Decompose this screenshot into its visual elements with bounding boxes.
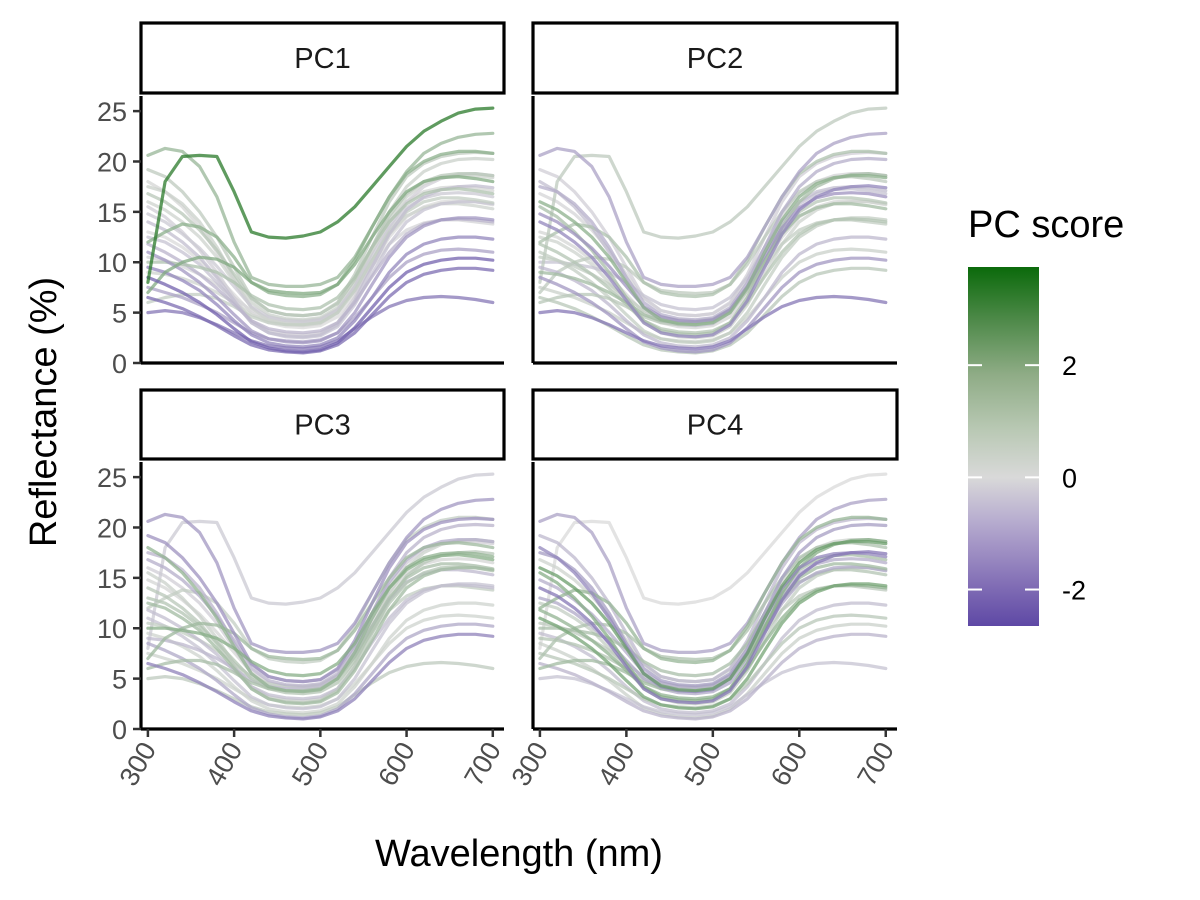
spectrum-line	[538, 191, 888, 324]
y-tick-label: 20	[97, 513, 127, 543]
spectrum-line	[538, 106, 888, 284]
spectrum-line	[146, 522, 495, 688]
y-tick-label: 0	[112, 715, 127, 745]
spectrum-line	[538, 472, 888, 650]
y-tick-label: 5	[112, 299, 127, 329]
y-axis-title: Reflectance (%)	[23, 277, 65, 547]
facet-strip-label: PC2	[687, 43, 743, 75]
legend-ticks: -2 0 2	[968, 351, 1086, 606]
spectrum-line	[538, 516, 888, 684]
spectrum-line	[538, 150, 888, 318]
spectrum-line	[146, 546, 495, 694]
spectrum-line	[146, 256, 495, 354]
spectrum-line	[146, 131, 495, 288]
panels-layer: PC1 0 5 10 15 20 25 PC2 PC3 0 5 10 15 20 25 300 400 500 60…	[97, 21, 900, 791]
panel-pc3: PC3 0 5 10 15 20 25 300 400 500 600 700	[97, 388, 507, 791]
spectrum-line	[538, 217, 888, 335]
spectrum-line	[146, 175, 495, 296]
y-tick-label: 5	[112, 665, 127, 695]
panel-pc2: PC2	[531, 21, 899, 365]
x-tick-label: 300	[506, 737, 555, 791]
spectrum-line	[538, 515, 888, 665]
y-tick-label: 25	[97, 97, 127, 127]
spectrum-line	[146, 541, 495, 662]
spectrum-line	[146, 106, 495, 284]
x-tick-label: 500	[286, 737, 335, 791]
facet-strip-label: PC3	[294, 410, 350, 442]
x-tick-label: 600	[765, 737, 814, 791]
facet-strip	[531, 388, 899, 461]
spectrum-line	[538, 174, 888, 327]
spectrum-line	[146, 583, 495, 701]
x-tick-label: 500	[678, 737, 727, 791]
x-tick-label: 400	[200, 737, 249, 791]
x-axis-title: Wavelength (nm)	[375, 833, 663, 875]
y-tick-label: 15	[97, 198, 127, 228]
spectrum-line	[538, 131, 888, 288]
panel-pc4: PC4 300 400 500 600 700	[506, 388, 900, 791]
x-tick-label: 400	[592, 737, 641, 791]
facet-strip	[139, 388, 506, 461]
y-tick-label: 15	[97, 564, 127, 594]
spectrum-line	[146, 216, 495, 345]
spectrum-line	[538, 294, 888, 351]
spectrum-line	[146, 187, 495, 312]
spectrum-line	[538, 557, 888, 690]
spectrum-line	[146, 632, 495, 721]
spectrum-line	[146, 553, 495, 678]
legend-title: PC score	[968, 204, 1124, 246]
color-legend: PC score -2 0 2	[968, 204, 1124, 626]
x-tick-label: 300	[114, 737, 163, 791]
spectrum-line	[538, 256, 888, 354]
colorbar	[968, 267, 1039, 626]
legend-tick-label: -2	[1062, 576, 1086, 606]
spectrum-line	[538, 632, 888, 721]
x-tick-label: 700	[458, 737, 507, 791]
legend-tick-label: 2	[1062, 351, 1077, 381]
spectrum-line	[538, 540, 888, 693]
spectrum-line	[538, 550, 888, 705]
y-tick-label: 10	[97, 614, 127, 644]
spectrum-line	[538, 497, 888, 654]
spectrum-line	[146, 516, 495, 684]
spectrum-line	[146, 191, 495, 324]
facet-strip-label: PC4	[687, 410, 743, 442]
panel-pc1: PC1 0 5 10 15 20 25	[97, 21, 506, 379]
x-tick-label: 700	[851, 737, 900, 791]
spectrum-line	[146, 235, 495, 349]
legend-tick-label: 0	[1062, 463, 1077, 493]
y-tick-label: 10	[97, 248, 127, 278]
spectrum-line	[538, 582, 888, 711]
spectrum-line	[146, 497, 495, 654]
y-tick-label: 0	[112, 349, 127, 379]
spectrum-line	[146, 472, 495, 650]
spectrum-line	[146, 149, 495, 299]
y-tick-label: 25	[97, 463, 127, 493]
y-tick-label: 20	[97, 147, 127, 177]
spectrum-line	[538, 156, 888, 322]
x-tick-label: 600	[372, 737, 421, 791]
spectrum-line	[538, 184, 888, 339]
facet-strip	[139, 21, 506, 95]
spectrum-line	[146, 565, 495, 696]
facet-strip	[531, 21, 899, 95]
facet-strip-label: PC1	[294, 43, 350, 75]
